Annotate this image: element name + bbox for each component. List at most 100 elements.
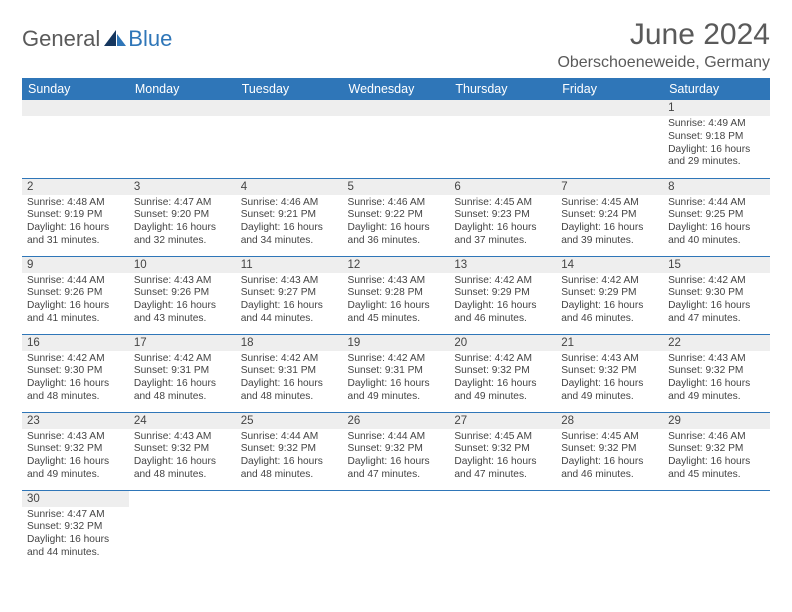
day-content: Sunrise: 4:43 AMSunset: 9:26 PMDaylight:… <box>129 273 236 330</box>
day-content: Sunrise: 4:45 AMSunset: 9:23 PMDaylight:… <box>449 195 556 252</box>
day-content: Sunrise: 4:45 AMSunset: 9:24 PMDaylight:… <box>556 195 663 252</box>
calendar-cell: 4Sunrise: 4:46 AMSunset: 9:21 PMDaylight… <box>236 178 343 256</box>
day-number: 24 <box>129 413 236 429</box>
day-number: 18 <box>236 335 343 351</box>
day-number: 19 <box>343 335 450 351</box>
day-content: Sunrise: 4:44 AMSunset: 9:26 PMDaylight:… <box>22 273 129 330</box>
day-number: 20 <box>449 335 556 351</box>
calendar-cell: 30Sunrise: 4:47 AMSunset: 9:32 PMDayligh… <box>22 490 129 568</box>
calendar-cell: 3Sunrise: 4:47 AMSunset: 9:20 PMDaylight… <box>129 178 236 256</box>
day-content: Sunrise: 4:46 AMSunset: 9:22 PMDaylight:… <box>343 195 450 252</box>
calendar-cell: 22Sunrise: 4:43 AMSunset: 9:32 PMDayligh… <box>663 334 770 412</box>
weekday-header: Sunday <box>22 78 129 100</box>
day-number: 16 <box>22 335 129 351</box>
location-subtitle: Oberschoeneweide, Germany <box>557 54 770 72</box>
calendar-body: 1Sunrise: 4:49 AMSunset: 9:18 PMDaylight… <box>22 100 770 568</box>
calendar-cell <box>449 490 556 568</box>
calendar-cell: 27Sunrise: 4:45 AMSunset: 9:32 PMDayligh… <box>449 412 556 490</box>
day-content: Sunrise: 4:46 AMSunset: 9:21 PMDaylight:… <box>236 195 343 252</box>
day-number: 14 <box>556 257 663 273</box>
empty-daynum <box>129 100 236 116</box>
logo: General Blue <box>22 18 172 52</box>
calendar-row: 30Sunrise: 4:47 AMSunset: 9:32 PMDayligh… <box>22 490 770 568</box>
page-title: June 2024 <box>557 18 770 52</box>
day-number: 6 <box>449 179 556 195</box>
day-content: Sunrise: 4:44 AMSunset: 9:32 PMDaylight:… <box>343 429 450 486</box>
calendar-cell: 17Sunrise: 4:42 AMSunset: 9:31 PMDayligh… <box>129 334 236 412</box>
calendar-cell: 20Sunrise: 4:42 AMSunset: 9:32 PMDayligh… <box>449 334 556 412</box>
day-content: Sunrise: 4:42 AMSunset: 9:32 PMDaylight:… <box>449 351 556 408</box>
day-content: Sunrise: 4:42 AMSunset: 9:29 PMDaylight:… <box>556 273 663 330</box>
day-number: 8 <box>663 179 770 195</box>
weekday-header: Tuesday <box>236 78 343 100</box>
day-content: Sunrise: 4:44 AMSunset: 9:25 PMDaylight:… <box>663 195 770 252</box>
calendar-cell <box>236 490 343 568</box>
day-number: 23 <box>22 413 129 429</box>
day-content: Sunrise: 4:42 AMSunset: 9:30 PMDaylight:… <box>663 273 770 330</box>
day-content: Sunrise: 4:49 AMSunset: 9:18 PMDaylight:… <box>663 116 770 173</box>
calendar-cell <box>663 490 770 568</box>
calendar-row: 23Sunrise: 4:43 AMSunset: 9:32 PMDayligh… <box>22 412 770 490</box>
empty-daynum <box>22 100 129 116</box>
day-number: 13 <box>449 257 556 273</box>
day-number: 11 <box>236 257 343 273</box>
day-content: Sunrise: 4:48 AMSunset: 9:19 PMDaylight:… <box>22 195 129 252</box>
day-content: Sunrise: 4:45 AMSunset: 9:32 PMDaylight:… <box>556 429 663 486</box>
weekday-header: Wednesday <box>343 78 450 100</box>
calendar-row: 9Sunrise: 4:44 AMSunset: 9:26 PMDaylight… <box>22 256 770 334</box>
calendar-cell: 24Sunrise: 4:43 AMSunset: 9:32 PMDayligh… <box>129 412 236 490</box>
day-content: Sunrise: 4:44 AMSunset: 9:32 PMDaylight:… <box>236 429 343 486</box>
calendar-cell: 23Sunrise: 4:43 AMSunset: 9:32 PMDayligh… <box>22 412 129 490</box>
calendar-cell <box>343 490 450 568</box>
day-number: 28 <box>556 413 663 429</box>
weekday-header: Monday <box>129 78 236 100</box>
day-content: Sunrise: 4:43 AMSunset: 9:32 PMDaylight:… <box>22 429 129 486</box>
calendar-cell: 13Sunrise: 4:42 AMSunset: 9:29 PMDayligh… <box>449 256 556 334</box>
day-number: 12 <box>343 257 450 273</box>
calendar-cell <box>129 100 236 178</box>
calendar-cell: 5Sunrise: 4:46 AMSunset: 9:22 PMDaylight… <box>343 178 450 256</box>
weekday-header: Saturday <box>663 78 770 100</box>
calendar-cell <box>236 100 343 178</box>
day-number: 2 <box>22 179 129 195</box>
calendar-cell: 2Sunrise: 4:48 AMSunset: 9:19 PMDaylight… <box>22 178 129 256</box>
day-number: 7 <box>556 179 663 195</box>
day-number: 10 <box>129 257 236 273</box>
calendar-cell: 7Sunrise: 4:45 AMSunset: 9:24 PMDaylight… <box>556 178 663 256</box>
calendar-row: 2Sunrise: 4:48 AMSunset: 9:19 PMDaylight… <box>22 178 770 256</box>
day-number: 17 <box>129 335 236 351</box>
day-number: 4 <box>236 179 343 195</box>
calendar-cell <box>556 490 663 568</box>
calendar-cell <box>343 100 450 178</box>
calendar-cell <box>22 100 129 178</box>
empty-daynum <box>449 100 556 116</box>
calendar-cell <box>556 100 663 178</box>
day-content: Sunrise: 4:43 AMSunset: 9:32 PMDaylight:… <box>556 351 663 408</box>
calendar-cell: 28Sunrise: 4:45 AMSunset: 9:32 PMDayligh… <box>556 412 663 490</box>
empty-daynum <box>556 100 663 116</box>
day-content: Sunrise: 4:46 AMSunset: 9:32 PMDaylight:… <box>663 429 770 486</box>
calendar-cell: 12Sunrise: 4:43 AMSunset: 9:28 PMDayligh… <box>343 256 450 334</box>
day-number: 21 <box>556 335 663 351</box>
day-content: Sunrise: 4:43 AMSunset: 9:32 PMDaylight:… <box>129 429 236 486</box>
empty-daynum <box>236 100 343 116</box>
day-number: 25 <box>236 413 343 429</box>
weekday-header: Thursday <box>449 78 556 100</box>
day-content: Sunrise: 4:42 AMSunset: 9:29 PMDaylight:… <box>449 273 556 330</box>
weekday-header: Friday <box>556 78 663 100</box>
calendar-cell: 21Sunrise: 4:43 AMSunset: 9:32 PMDayligh… <box>556 334 663 412</box>
day-content: Sunrise: 4:43 AMSunset: 9:28 PMDaylight:… <box>343 273 450 330</box>
calendar-cell: 9Sunrise: 4:44 AMSunset: 9:26 PMDaylight… <box>22 256 129 334</box>
day-content: Sunrise: 4:45 AMSunset: 9:32 PMDaylight:… <box>449 429 556 486</box>
calendar-cell: 18Sunrise: 4:42 AMSunset: 9:31 PMDayligh… <box>236 334 343 412</box>
day-content: Sunrise: 4:42 AMSunset: 9:31 PMDaylight:… <box>236 351 343 408</box>
calendar-cell: 19Sunrise: 4:42 AMSunset: 9:31 PMDayligh… <box>343 334 450 412</box>
title-block: June 2024 Oberschoeneweide, Germany <box>557 18 770 72</box>
calendar-cell: 29Sunrise: 4:46 AMSunset: 9:32 PMDayligh… <box>663 412 770 490</box>
calendar-cell: 11Sunrise: 4:43 AMSunset: 9:27 PMDayligh… <box>236 256 343 334</box>
sail-icon <box>104 30 126 48</box>
calendar-cell: 10Sunrise: 4:43 AMSunset: 9:26 PMDayligh… <box>129 256 236 334</box>
header: General Blue June 2024 Oberschoeneweide,… <box>22 18 770 72</box>
day-content: Sunrise: 4:43 AMSunset: 9:32 PMDaylight:… <box>663 351 770 408</box>
weekday-header-row: SundayMondayTuesdayWednesdayThursdayFrid… <box>22 78 770 100</box>
